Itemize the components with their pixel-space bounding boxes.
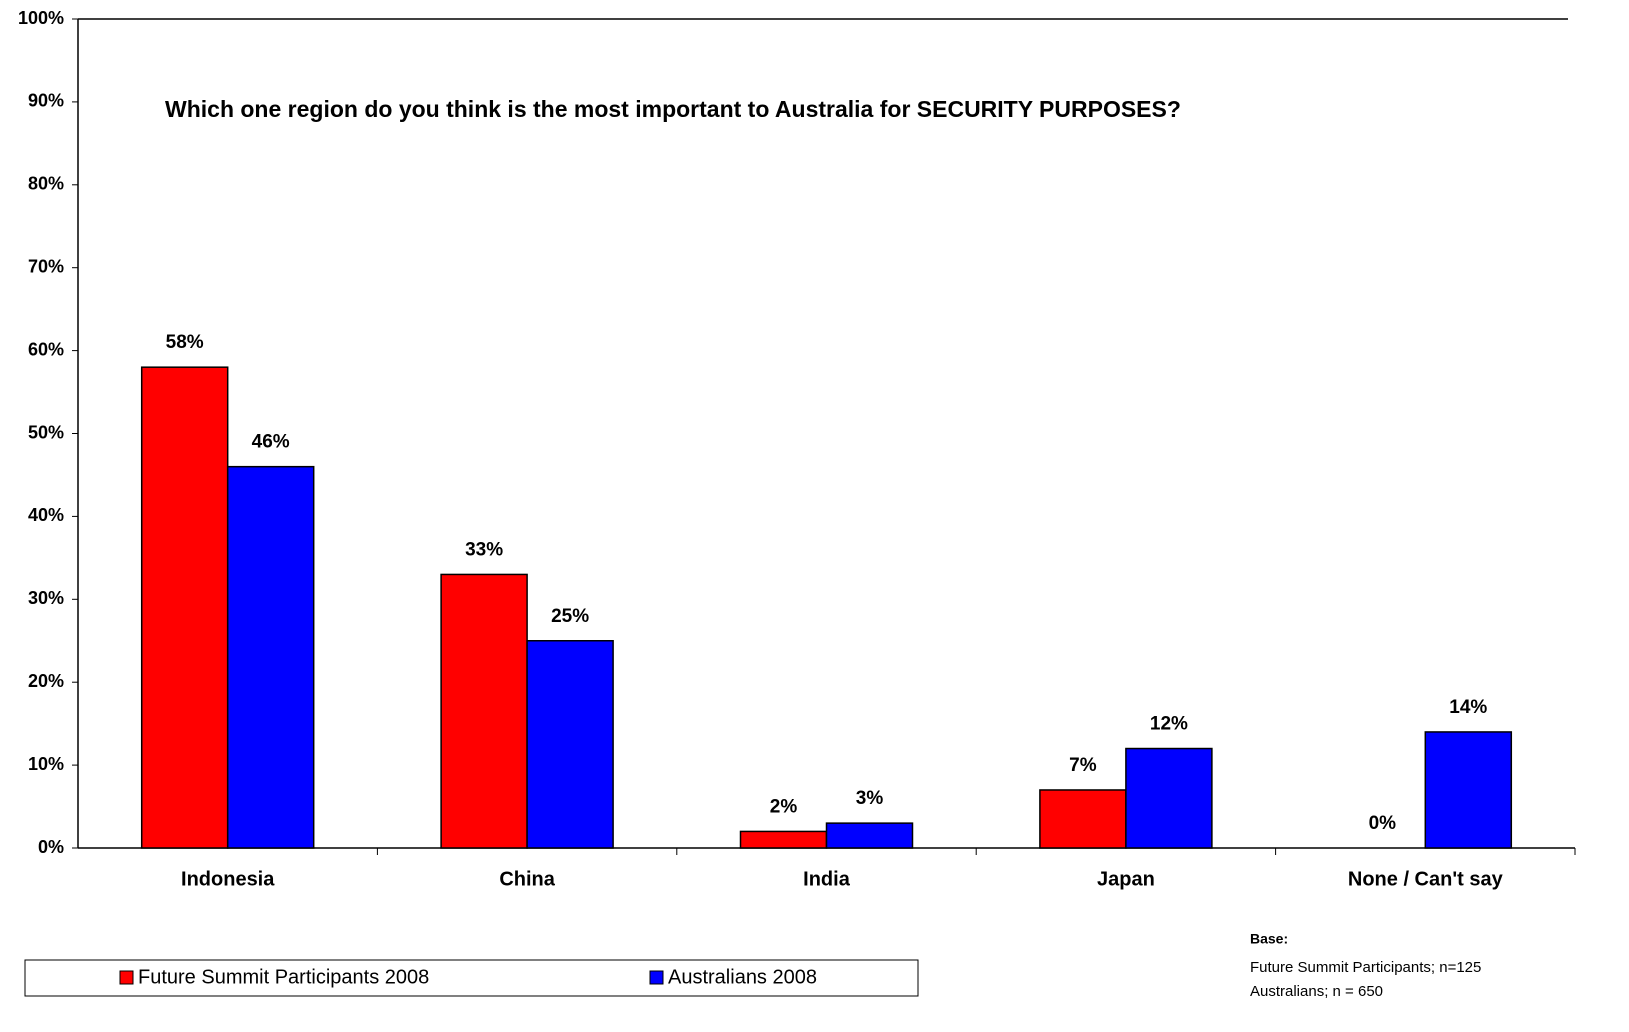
x-tick-label: None / Can't say [1348,868,1504,890]
bar [226,465,315,849]
value-label: 2% [770,796,798,817]
y-tick-label: 40% [28,505,64,525]
y-tick-label: 50% [28,422,64,442]
y-tick-label: 80% [28,174,64,194]
value-label: 46% [252,432,290,453]
bar [1125,747,1213,849]
x-tick-label: Japan [1097,868,1155,890]
value-label: 3% [856,788,884,809]
chart-title: Which one region do you think is the mos… [165,96,1181,122]
legend-swatch [649,970,664,985]
value-label: 14% [1449,697,1487,718]
bar [825,822,914,849]
y-tick-label: 0% [38,837,64,857]
value-label: 25% [551,606,589,627]
value-label: 0% [1369,813,1397,834]
y-tick-label: 60% [28,339,64,359]
bar [739,830,828,849]
bar [1039,789,1127,849]
bar [140,366,229,849]
value-label: 58% [166,332,204,353]
x-tick-label: China [499,868,555,890]
value-label: 33% [465,539,503,560]
y-tick-label: 70% [28,256,64,276]
y-tick-label: 30% [28,588,64,608]
bar [526,640,614,849]
value-label: 7% [1069,755,1097,776]
y-tick-label: 10% [28,754,64,774]
base-note-line: Future Summit Participants; n=125 [1250,959,1481,976]
legend-label: Australians 2008 [668,966,817,988]
bar [440,573,528,849]
legend-box [24,959,919,997]
base-note-title: Base: [1250,931,1288,947]
x-tick-label: India [803,868,851,890]
legend-label: Future Summit Participants 2008 [138,966,429,988]
bar [1424,731,1513,849]
x-tick-label: Indonesia [181,868,275,890]
base-note-line: Australians; n = 650 [1250,983,1383,1000]
y-tick-label: 20% [28,671,64,691]
legend-swatch [119,970,134,985]
y-tick-label: 90% [28,91,64,111]
y-tick-label: 100% [18,8,64,28]
value-label: 12% [1150,714,1188,735]
